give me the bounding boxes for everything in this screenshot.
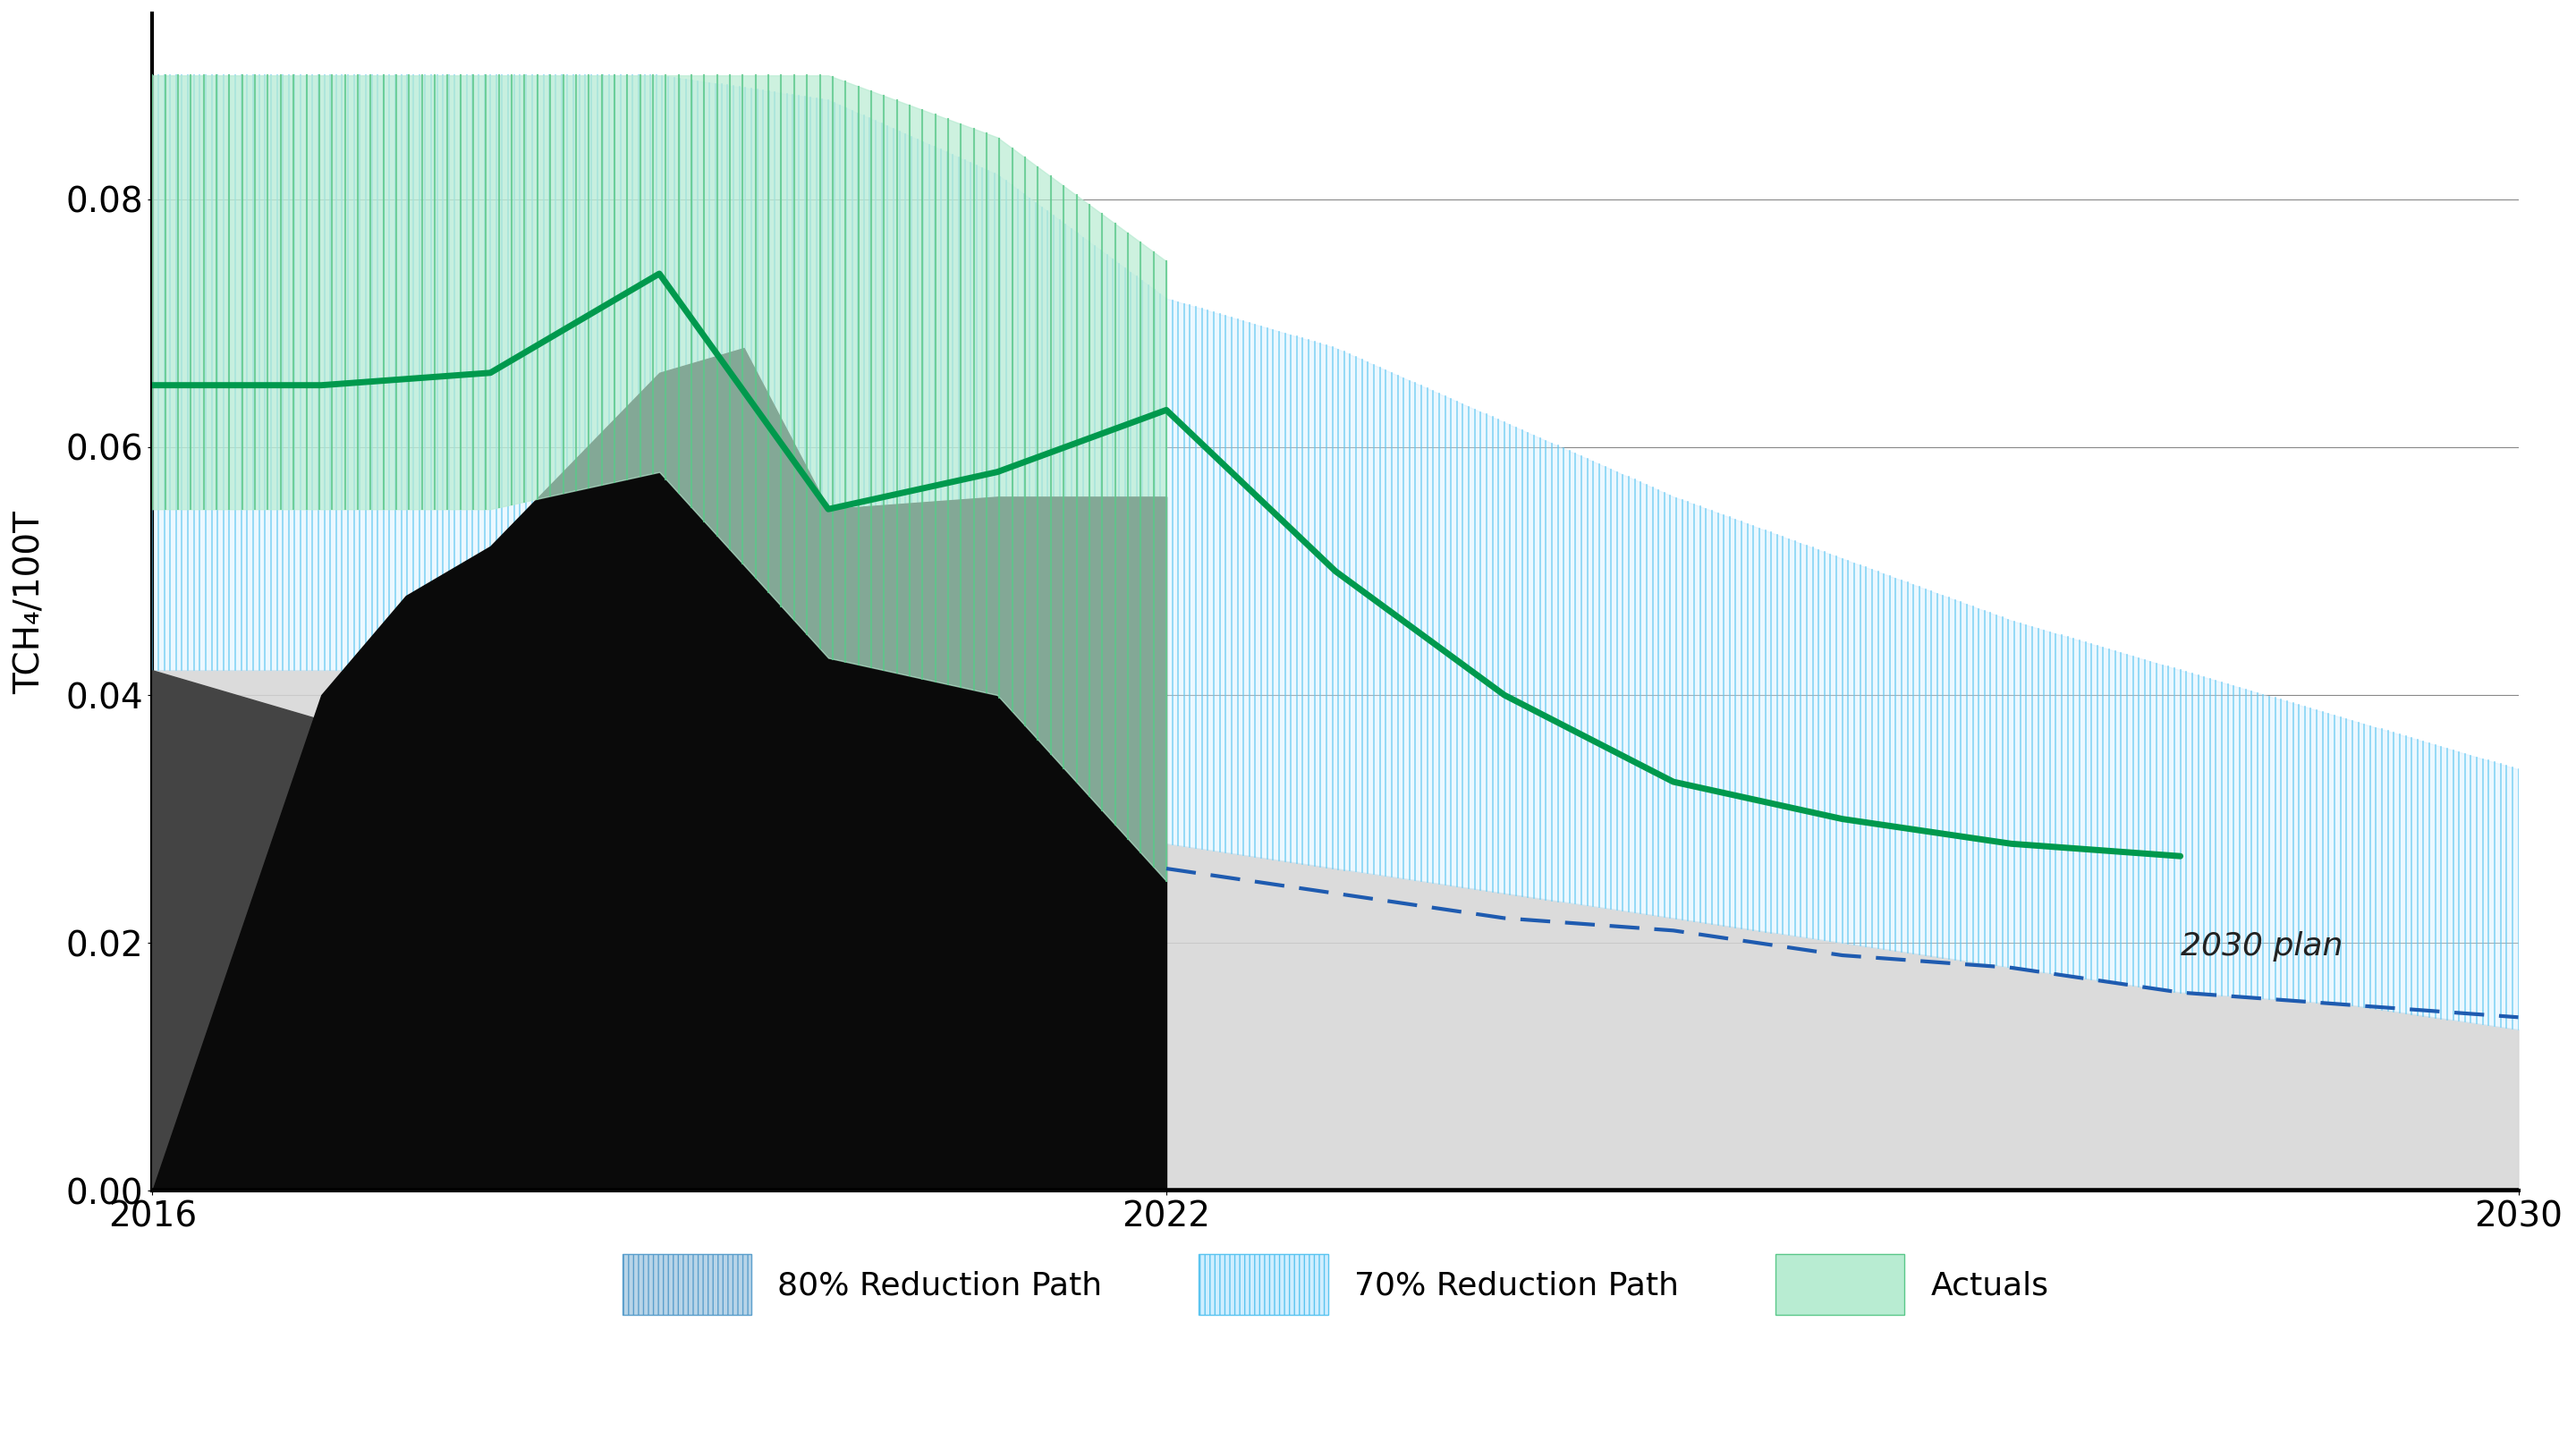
Text: 2030 plan: 2030 plan [2179,932,2342,962]
Y-axis label: TCH₄/100T: TCH₄/100T [13,510,46,694]
Legend: 80% Reduction Path, 70% Reduction Path, Actuals: 80% Reduction Path, 70% Reduction Path, … [608,1242,2061,1327]
